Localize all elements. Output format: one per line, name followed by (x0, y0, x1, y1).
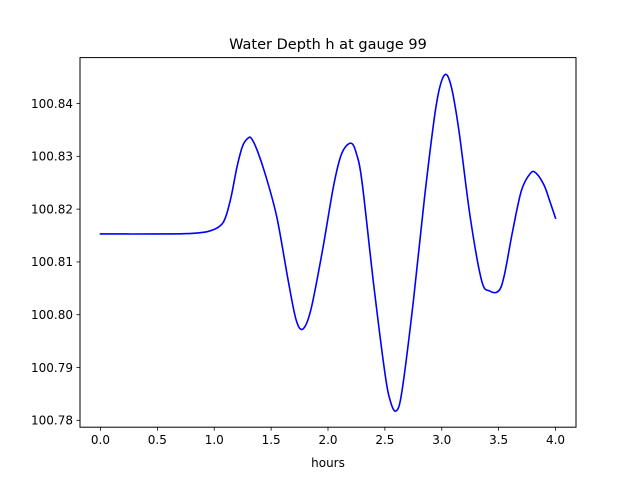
plot-area (80, 57, 576, 428)
y-tick-label: 100.78 (31, 414, 73, 428)
series-layer (99, 73, 557, 413)
y-tick-label: 100.80 (31, 308, 73, 322)
x-tick-label: 2.5 (375, 433, 394, 447)
y-axis-ticks: 100.78 100.79 100.80 100.81 100.82 100.83 100.… (31, 97, 80, 428)
x-tick-label: 1.5 (262, 433, 281, 447)
y-tick-label: 100.81 (31, 255, 73, 269)
y-tick-label: 100.79 (31, 361, 73, 375)
x-axis-ticks: 0.0 0.5 1.0 1.5 2.0 2.5 3.0 3.5 4.0 (91, 427, 565, 447)
x-tick-label: 3.5 (489, 433, 508, 447)
x-axis-label: hours (311, 456, 345, 470)
series-line (99, 73, 557, 413)
y-tick-label: 100.82 (31, 202, 73, 216)
x-tick-label: 4.0 (546, 433, 565, 447)
x-tick-label: 0.0 (91, 433, 110, 447)
x-tick-label: 1.0 (205, 433, 224, 447)
x-tick-label: 0.5 (148, 433, 167, 447)
plot-frame (79, 57, 577, 428)
y-tick-label: 100.84 (31, 97, 73, 111)
x-tick-label: 2.0 (318, 433, 337, 447)
x-tick-label: 3.0 (432, 433, 451, 447)
chart-title: Water Depth h at gauge 99 (229, 37, 427, 53)
y-tick-label: 100.83 (31, 150, 73, 164)
